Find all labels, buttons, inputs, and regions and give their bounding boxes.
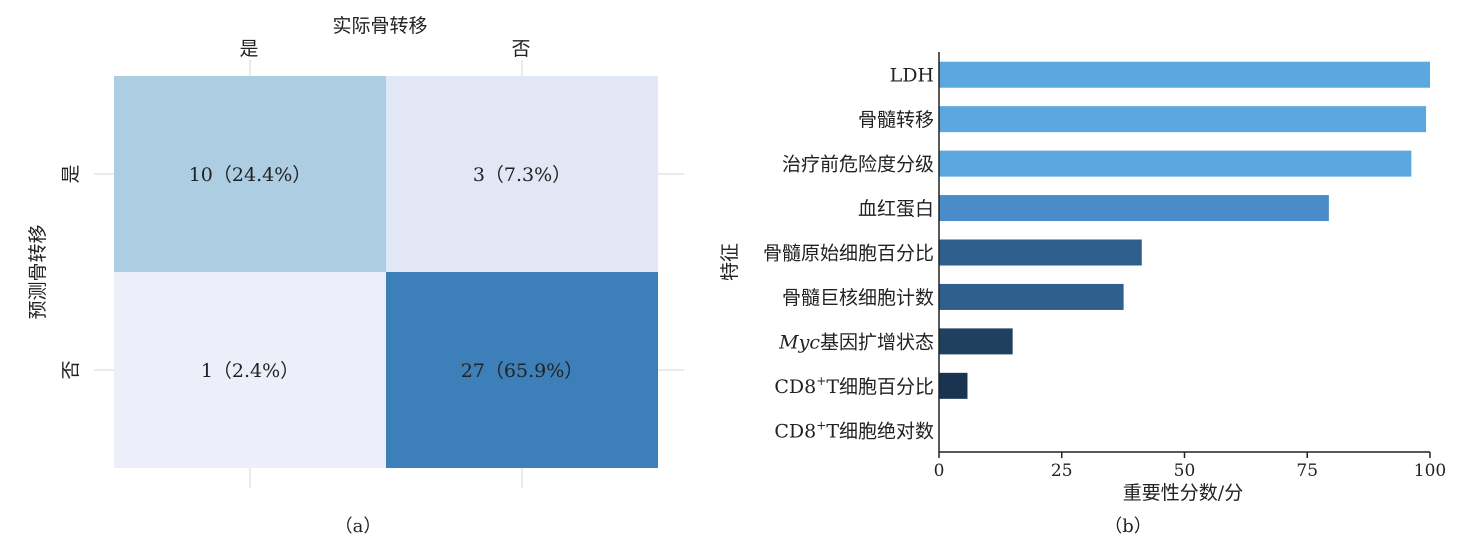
- feature-label: 骨髓巨核细胞计数: [782, 287, 934, 309]
- importance-bar: [939, 283, 1124, 310]
- x-tick-label: 50: [1174, 461, 1196, 481]
- importance-bar: [939, 328, 1013, 355]
- bar-series: [939, 61, 1430, 399]
- feature-label: CD8+T细胞百分比: [774, 374, 934, 398]
- heatmap-y-axis-title: 预测骨转移: [27, 224, 49, 319]
- panel-b-caption: （b）: [1104, 516, 1152, 537]
- heatmap-cell-label: 3（7.3%）: [473, 164, 571, 186]
- heatmap-cell: [114, 272, 386, 468]
- heatmap-cell: [386, 76, 658, 272]
- heatmap-cell: [114, 76, 386, 272]
- heatmap-cells: 10（24.4%） 3（7.3%） 1（2.4%） 27（65.9%）: [94, 60, 684, 488]
- heatmap-x-axis-title: 实际骨转移: [332, 15, 427, 37]
- bar-x-axis-title: 重要性分数/分: [1123, 482, 1243, 504]
- heatmap-cell-label: 10（24.4%）: [189, 164, 312, 186]
- bar-y-axis-title: 特征: [719, 243, 741, 281]
- importance-bar: [939, 239, 1142, 266]
- x-tick-label: 100: [1414, 461, 1446, 481]
- heatmap-x-tick-label: 否: [511, 38, 530, 60]
- heatmap-cell-label: 1（2.4%）: [201, 360, 299, 382]
- feature-label: 骨髓原始细胞百分比: [763, 243, 934, 265]
- importance-bar: [939, 195, 1329, 222]
- feature-label: CD8+T细胞绝对数: [774, 418, 934, 442]
- panel-a-caption: （a）: [335, 516, 382, 537]
- x-tick-label: 25: [1051, 461, 1073, 481]
- heatmap-y-tick-label: 是: [60, 164, 82, 183]
- feature-label: 治疗前危险度分级: [782, 154, 934, 176]
- x-tick-label: 0: [934, 461, 945, 481]
- heatmap-ticks: 是否是否: [60, 38, 531, 380]
- importance-bar: [939, 372, 968, 399]
- heatmap-cell-label: 27（65.9%）: [461, 360, 584, 382]
- importance-bar: [939, 106, 1427, 133]
- heatmap-y-tick-label: 否: [60, 360, 82, 379]
- heatmap-cell: [386, 272, 658, 468]
- feature-label: Myc基因扩增状态: [778, 331, 934, 353]
- confusion-matrix-panel: 实际骨转移 预测骨转移 10（24.4%） 3（7.3%） 1（2.4%） 27（65…: [27, 15, 684, 537]
- importance-bar: [939, 150, 1412, 177]
- feature-label: 血红蛋白: [858, 198, 934, 220]
- importance-bar: [939, 61, 1430, 88]
- x-tick-label: 75: [1296, 461, 1318, 481]
- heatmap-x-tick-label: 是: [239, 38, 258, 60]
- feature-label: LDH: [890, 65, 934, 87]
- bar-x-ticks: 0 25 50 75 100: [934, 452, 1446, 481]
- feature-label: 骨髓转移: [858, 109, 934, 131]
